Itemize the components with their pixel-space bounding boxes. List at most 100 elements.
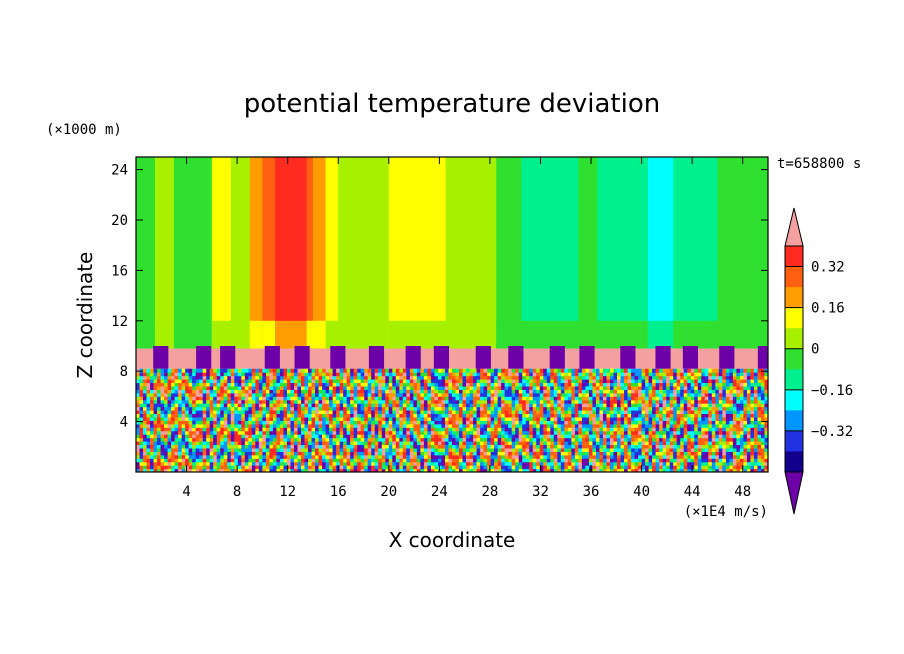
boundary-cell bbox=[430, 403, 436, 408]
boundary-cell bbox=[448, 447, 453, 452]
boundary-cell bbox=[357, 406, 362, 411]
boundary-cell bbox=[560, 434, 565, 439]
boundary-cell bbox=[227, 416, 232, 421]
boundary-cell bbox=[648, 379, 653, 384]
boundary-cell bbox=[251, 423, 256, 428]
boundary-cell bbox=[666, 413, 671, 418]
boundary-cell bbox=[567, 416, 572, 421]
boundary-cell bbox=[399, 447, 404, 452]
boundary-cell bbox=[241, 416, 246, 421]
boundary-cell bbox=[617, 396, 622, 401]
boundary-cell bbox=[550, 396, 555, 401]
boundary-cell bbox=[374, 420, 379, 425]
boundary-cell bbox=[448, 461, 453, 466]
boundary-cell bbox=[167, 406, 172, 411]
boundary-cell bbox=[209, 444, 214, 449]
boundary-cell bbox=[262, 468, 267, 472]
boundary-cell bbox=[606, 372, 611, 377]
boundary-cell bbox=[560, 430, 565, 435]
boundary-cell bbox=[262, 368, 267, 373]
boundary-cell bbox=[701, 434, 706, 439]
boundary-cell bbox=[497, 434, 502, 439]
boundary-cell bbox=[188, 413, 193, 418]
boundary-cell bbox=[420, 461, 425, 466]
boundary-cell bbox=[276, 451, 281, 456]
boundary-cell bbox=[459, 461, 464, 466]
boundary-cell bbox=[697, 389, 702, 394]
boundary-cell bbox=[346, 413, 351, 418]
boundary-cell bbox=[546, 416, 551, 421]
boundary-cell bbox=[413, 427, 418, 432]
boundary-cell bbox=[525, 437, 530, 442]
boundary-cell bbox=[638, 389, 643, 394]
boundary-cell bbox=[690, 368, 695, 373]
boundary-cell bbox=[367, 392, 372, 397]
boundary-cell bbox=[515, 447, 520, 452]
boundary-cell bbox=[364, 403, 369, 408]
boundary-cell bbox=[269, 392, 274, 397]
boundary-cell bbox=[676, 416, 681, 421]
boundary-cell bbox=[466, 385, 471, 390]
boundary-cell bbox=[427, 368, 432, 373]
boundary-cell bbox=[360, 389, 365, 394]
boundary-cell bbox=[195, 441, 200, 446]
boundary-cell bbox=[385, 375, 390, 380]
boundary-cell bbox=[329, 413, 334, 418]
boundary-cell bbox=[188, 427, 193, 432]
boundary-cell bbox=[367, 420, 372, 425]
boundary-cell bbox=[459, 385, 464, 390]
boundary-cell bbox=[269, 461, 274, 466]
boundary-cell bbox=[592, 382, 597, 387]
boundary-cell bbox=[178, 406, 183, 411]
boundary-cell bbox=[388, 416, 393, 421]
boundary-cell bbox=[367, 423, 372, 428]
boundary-cell bbox=[655, 451, 660, 456]
boundary-cell bbox=[269, 447, 274, 452]
boundary-cell bbox=[413, 423, 418, 428]
boundary-cell bbox=[416, 399, 421, 404]
boundary-cell bbox=[617, 423, 622, 428]
boundary-cell bbox=[508, 437, 513, 442]
boundary-cell bbox=[406, 458, 411, 463]
boundary-cell bbox=[571, 399, 576, 404]
boundary-cell bbox=[444, 385, 450, 390]
boundary-cell bbox=[645, 458, 650, 463]
boundary-cell bbox=[595, 410, 601, 415]
boundary-cell bbox=[444, 368, 450, 373]
boundary-cell bbox=[304, 465, 309, 470]
boundary-cell bbox=[139, 375, 144, 380]
boundary-cell bbox=[139, 420, 144, 425]
boundary-cell bbox=[504, 396, 509, 401]
boundary-cell bbox=[543, 410, 548, 415]
boundary-cell bbox=[680, 382, 685, 387]
boundary-cell bbox=[157, 379, 162, 384]
boundary-cell bbox=[543, 416, 548, 421]
boundary-cell bbox=[248, 406, 253, 411]
boundary-cell bbox=[283, 382, 288, 387]
boundary-cell bbox=[655, 461, 660, 466]
boundary-cell bbox=[476, 375, 481, 380]
boundary-cell bbox=[178, 372, 183, 377]
boundary-cell bbox=[146, 461, 151, 466]
boundary-cell bbox=[595, 465, 601, 470]
boundary-cell bbox=[487, 368, 492, 373]
boundary-cell bbox=[332, 461, 337, 466]
boundary-cell bbox=[143, 406, 148, 411]
boundary-cell bbox=[294, 410, 299, 415]
boundary-cell bbox=[571, 454, 576, 459]
boundary-cell bbox=[237, 379, 242, 384]
boundary-cell bbox=[357, 382, 362, 387]
boundary-cell bbox=[185, 399, 190, 404]
boundary-cell bbox=[606, 427, 611, 432]
boundary-cell bbox=[213, 392, 218, 397]
boundary-cell bbox=[139, 465, 144, 470]
upper-column-cell bbox=[521, 157, 579, 349]
boundary-cell bbox=[704, 451, 709, 456]
boundary-cell bbox=[645, 451, 650, 456]
boundary-cell bbox=[283, 375, 288, 380]
boundary-cell bbox=[220, 465, 225, 470]
boundary-cell bbox=[592, 406, 597, 411]
boundary-cell bbox=[536, 416, 541, 421]
boundary-cell bbox=[395, 423, 400, 428]
boundary-cell bbox=[620, 468, 625, 472]
